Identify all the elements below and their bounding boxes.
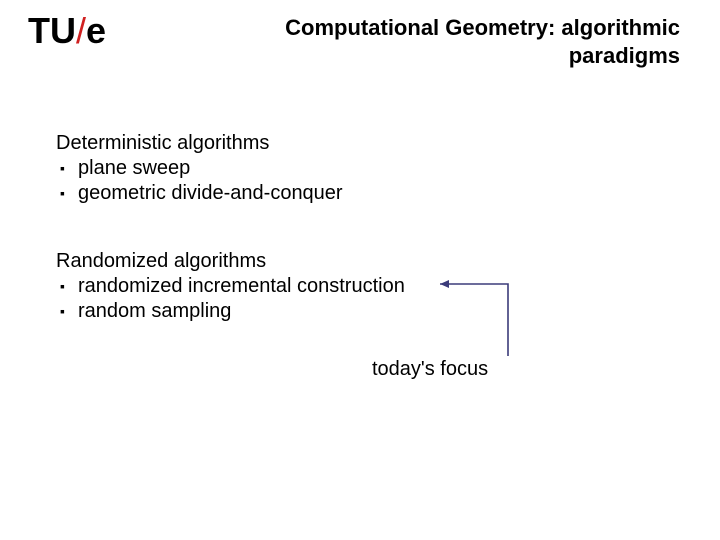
list-item: ▪geometric divide-and-conquer (56, 182, 343, 205)
focus-label: today's focus (372, 358, 488, 381)
bullet-text: geometric divide-and-conquer (78, 182, 343, 204)
slide: TU/e Computational Geometry: algorithmic… (0, 0, 720, 540)
bullet-text: randomized incremental construction (78, 275, 405, 297)
list-item: ▪random sampling (56, 300, 405, 323)
title-line-2: paradigms (285, 42, 680, 70)
section-deterministic: Deterministic algorithms ▪plane sweep ▪g… (56, 132, 343, 207)
arrow-icon (440, 284, 520, 364)
list-item: ▪randomized incremental construction (56, 275, 405, 298)
title-line-1: Computational Geometry: algorithmic (285, 14, 680, 42)
bullet-icon: ▪ (60, 303, 74, 319)
page-title: Computational Geometry: algorithmic para… (285, 14, 680, 69)
logo-tu: TU (28, 10, 76, 51)
logo-slash: / (76, 10, 86, 51)
bullet-icon: ▪ (60, 160, 74, 176)
bullet-text: random sampling (78, 300, 231, 322)
arrow-head-icon (440, 280, 449, 288)
arrow-line (440, 284, 508, 356)
heading-deterministic: Deterministic algorithms (56, 132, 343, 155)
list-item: ▪plane sweep (56, 157, 343, 180)
bullet-icon: ▪ (60, 278, 74, 294)
logo: TU/e (28, 10, 106, 52)
heading-randomized: Randomized algorithms (56, 250, 405, 273)
logo-e: e (86, 10, 106, 51)
bullet-icon: ▪ (60, 185, 74, 201)
bullet-text: plane sweep (78, 157, 190, 179)
section-randomized: Randomized algorithms ▪randomized increm… (56, 250, 405, 325)
